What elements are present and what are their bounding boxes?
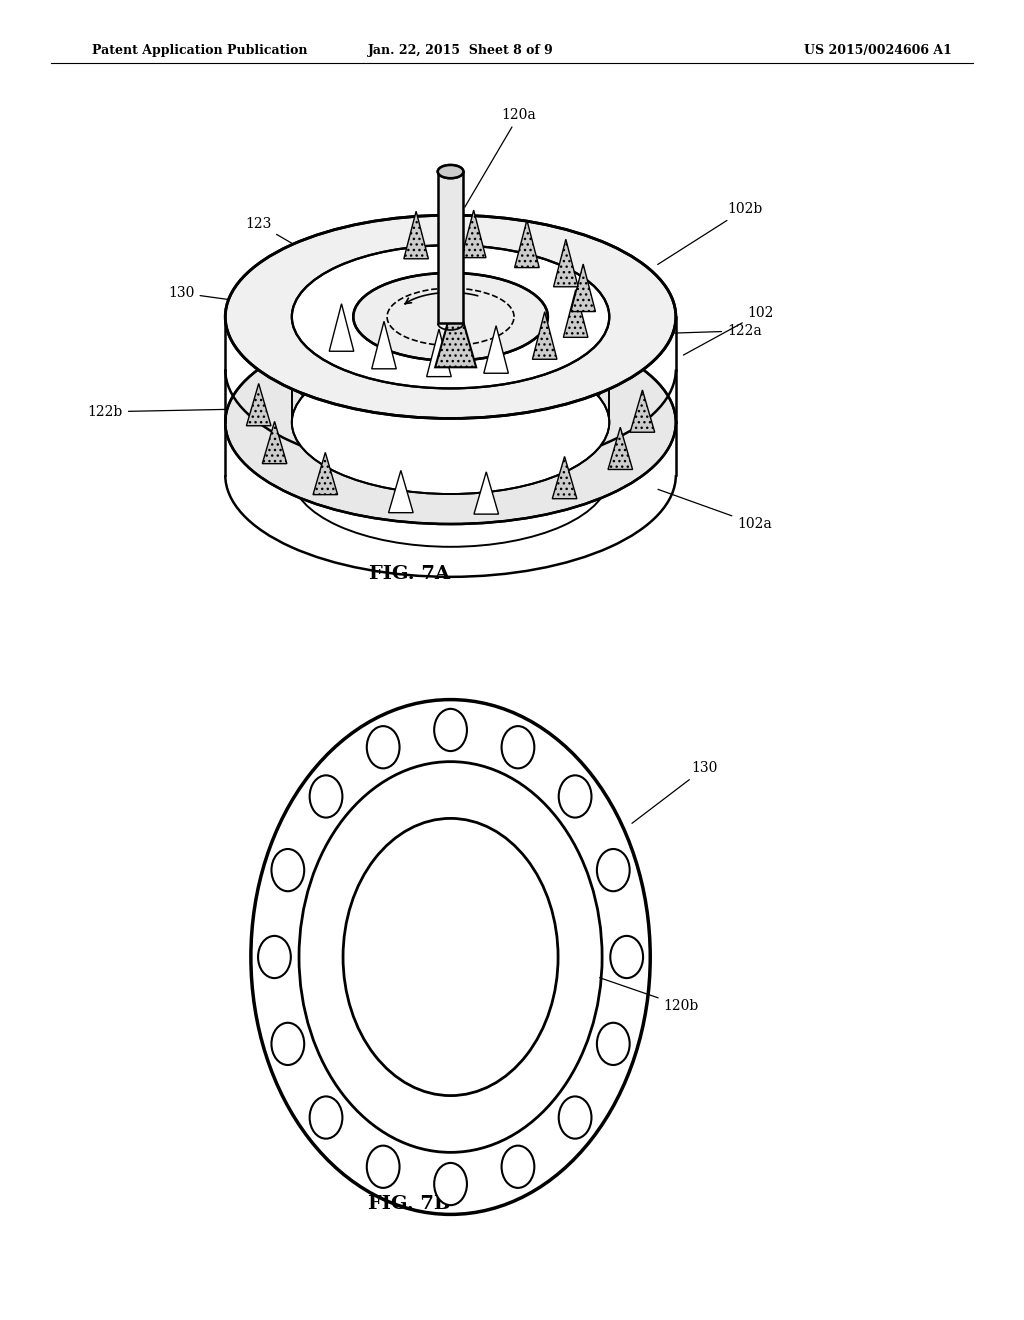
Polygon shape: [608, 428, 633, 470]
Polygon shape: [313, 453, 338, 495]
Text: FIG. 7A: FIG. 7A: [369, 565, 451, 583]
Text: 120a: 120a: [465, 108, 537, 207]
Polygon shape: [247, 384, 271, 426]
Bar: [438, 172, 463, 323]
Text: 102a: 102a: [658, 490, 772, 531]
Circle shape: [610, 936, 643, 978]
Polygon shape: [515, 220, 540, 268]
Polygon shape: [330, 304, 354, 351]
Circle shape: [597, 1023, 630, 1065]
Text: 123: 123: [245, 216, 371, 289]
Polygon shape: [403, 211, 428, 259]
Text: 130: 130: [632, 762, 718, 824]
Polygon shape: [554, 239, 579, 286]
Polygon shape: [563, 290, 588, 338]
Circle shape: [502, 1146, 535, 1188]
Polygon shape: [630, 389, 654, 432]
Ellipse shape: [292, 351, 609, 494]
Polygon shape: [483, 326, 508, 374]
Circle shape: [434, 1163, 467, 1205]
Circle shape: [343, 818, 558, 1096]
Polygon shape: [262, 421, 287, 463]
Polygon shape: [388, 470, 413, 512]
Ellipse shape: [353, 273, 548, 360]
Text: Jan. 22, 2015  Sheet 8 of 9: Jan. 22, 2015 Sheet 8 of 9: [368, 44, 554, 57]
Circle shape: [367, 1146, 399, 1188]
Polygon shape: [372, 321, 396, 368]
Circle shape: [309, 775, 342, 817]
Ellipse shape: [225, 215, 676, 418]
Polygon shape: [474, 471, 499, 513]
Ellipse shape: [292, 246, 609, 388]
Circle shape: [367, 726, 399, 768]
Circle shape: [309, 1097, 342, 1139]
Polygon shape: [552, 457, 577, 499]
Text: US 2015/0024606 A1: US 2015/0024606 A1: [805, 44, 952, 57]
Circle shape: [271, 849, 304, 891]
Text: 122b: 122b: [88, 405, 232, 418]
Text: 122a: 122a: [623, 323, 762, 338]
Circle shape: [597, 849, 630, 891]
Polygon shape: [532, 312, 557, 359]
Polygon shape: [435, 294, 476, 367]
Circle shape: [299, 762, 602, 1152]
Circle shape: [434, 709, 467, 751]
Text: 102b: 102b: [657, 202, 762, 264]
Polygon shape: [427, 329, 452, 376]
Circle shape: [502, 726, 535, 768]
Polygon shape: [571, 264, 596, 312]
Text: Patent Application Publication: Patent Application Publication: [92, 44, 307, 57]
Circle shape: [271, 1023, 304, 1065]
Text: 130: 130: [168, 286, 350, 317]
Text: 102: 102: [683, 306, 774, 355]
Ellipse shape: [438, 165, 463, 178]
Ellipse shape: [225, 321, 676, 524]
Text: 120b: 120b: [600, 978, 698, 1012]
Circle shape: [559, 775, 592, 817]
Circle shape: [258, 936, 291, 978]
Circle shape: [559, 1097, 592, 1139]
Text: FIG. 7B: FIG. 7B: [369, 1195, 451, 1213]
Circle shape: [251, 700, 650, 1214]
Polygon shape: [462, 210, 486, 257]
